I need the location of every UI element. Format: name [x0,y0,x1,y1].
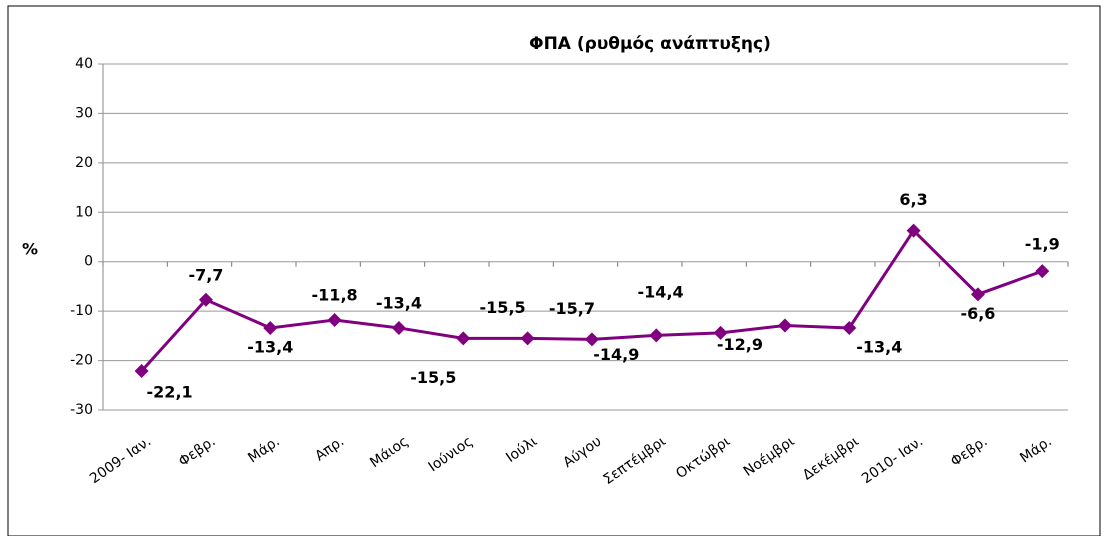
point [198,292,213,307]
data-label: -7,7 [188,265,223,284]
data-label: -14,9 [593,345,639,364]
data-label: -22,1 [147,382,193,401]
point [263,320,278,335]
y-tick-label: 20 [75,155,93,171]
point [327,313,342,328]
y-axis-label: % [22,240,38,259]
data-label: -13,4 [856,337,902,356]
point [906,223,921,238]
y-tick-label: -30 [70,402,93,418]
data-label: -13,4 [247,337,293,356]
data-label: 6,3 [899,190,927,209]
point [713,325,728,340]
data-label: -1,9 [1025,235,1060,254]
data-label: -12,9 [717,335,763,354]
point [456,331,471,346]
data-label: -13,4 [376,293,422,312]
point [584,332,599,347]
y-tick-label: -10 [70,303,93,319]
data-label: -15,5 [480,298,526,317]
point [1035,264,1050,279]
point [777,318,792,333]
y-tick-label: 40 [75,56,93,72]
y-tick-label: 0 [84,254,93,270]
data-label: -15,7 [549,299,595,318]
data-label: -15,5 [410,368,456,387]
point [520,331,535,346]
data-label: -11,8 [312,286,358,305]
point [970,287,985,302]
chart-border [7,5,1101,536]
point [134,363,149,378]
data-label: -14,4 [638,282,684,301]
y-tick-label: 30 [75,105,93,121]
y-tick-label: -20 [70,353,93,369]
chart-title: ΦΠΑ (ρυθμός ανάπτυξης) [529,34,771,54]
y-tick-label: 10 [75,204,93,220]
point [842,320,857,335]
point [649,328,664,343]
data-label: -6,6 [960,304,995,323]
point [391,320,406,335]
